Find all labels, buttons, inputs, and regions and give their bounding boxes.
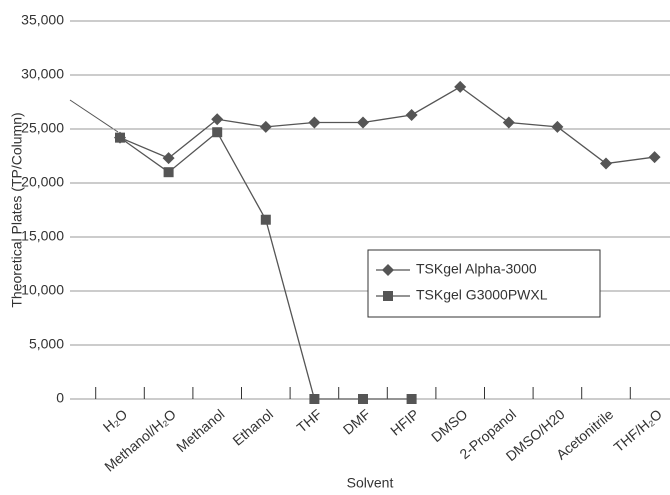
marker [260, 214, 271, 225]
y-tick-label: 10,000 [21, 282, 64, 298]
x-tick-label: Ethanol [229, 406, 276, 449]
marker [162, 152, 175, 165]
y-tick-label: 0 [56, 390, 64, 406]
marker [259, 120, 272, 133]
marker [163, 167, 174, 178]
y-tick-label: 15,000 [21, 228, 64, 244]
marker [357, 116, 369, 129]
marker [502, 116, 515, 129]
series-line [119, 86, 655, 165]
pointer-line [69, 99, 119, 133]
marker [308, 116, 321, 129]
legend-box [367, 249, 601, 318]
y-tick-label: 30,000 [21, 66, 64, 82]
y-tick-label: 5,000 [29, 336, 64, 352]
x-tick-label: THF/H₂O [611, 406, 665, 455]
marker [309, 394, 320, 404]
x-tick-label: DMF [340, 406, 374, 438]
legend-marker [382, 264, 394, 276]
marker [406, 394, 417, 404]
marker [405, 108, 418, 121]
x-axis-label: Solvent [347, 475, 394, 491]
marker [358, 394, 368, 404]
marker [115, 132, 125, 143]
legend-label: TSKgel G3000PWXL [416, 287, 548, 303]
marker [454, 80, 467, 93]
marker [212, 127, 223, 138]
y-tick-label: 20,000 [21, 174, 64, 190]
x-tick-label: H₂O [100, 406, 131, 435]
y-tick-label: 25,000 [21, 120, 64, 136]
y-axis-label: Theoretical Plates (TP/Column) [9, 112, 25, 307]
marker [551, 120, 564, 133]
x-tick-label: THF [294, 406, 325, 436]
x-tick-label: HFIP [387, 406, 422, 439]
legend-label: TSKgel Alpha-3000 [416, 261, 537, 277]
marker [211, 113, 224, 126]
marker [600, 157, 612, 170]
legend-marker [383, 291, 393, 301]
marker [648, 151, 661, 164]
x-tick-label: DMSO [428, 406, 471, 445]
y-tick-label: 35,000 [21, 12, 64, 28]
x-tick-label: Methanol [173, 406, 227, 455]
